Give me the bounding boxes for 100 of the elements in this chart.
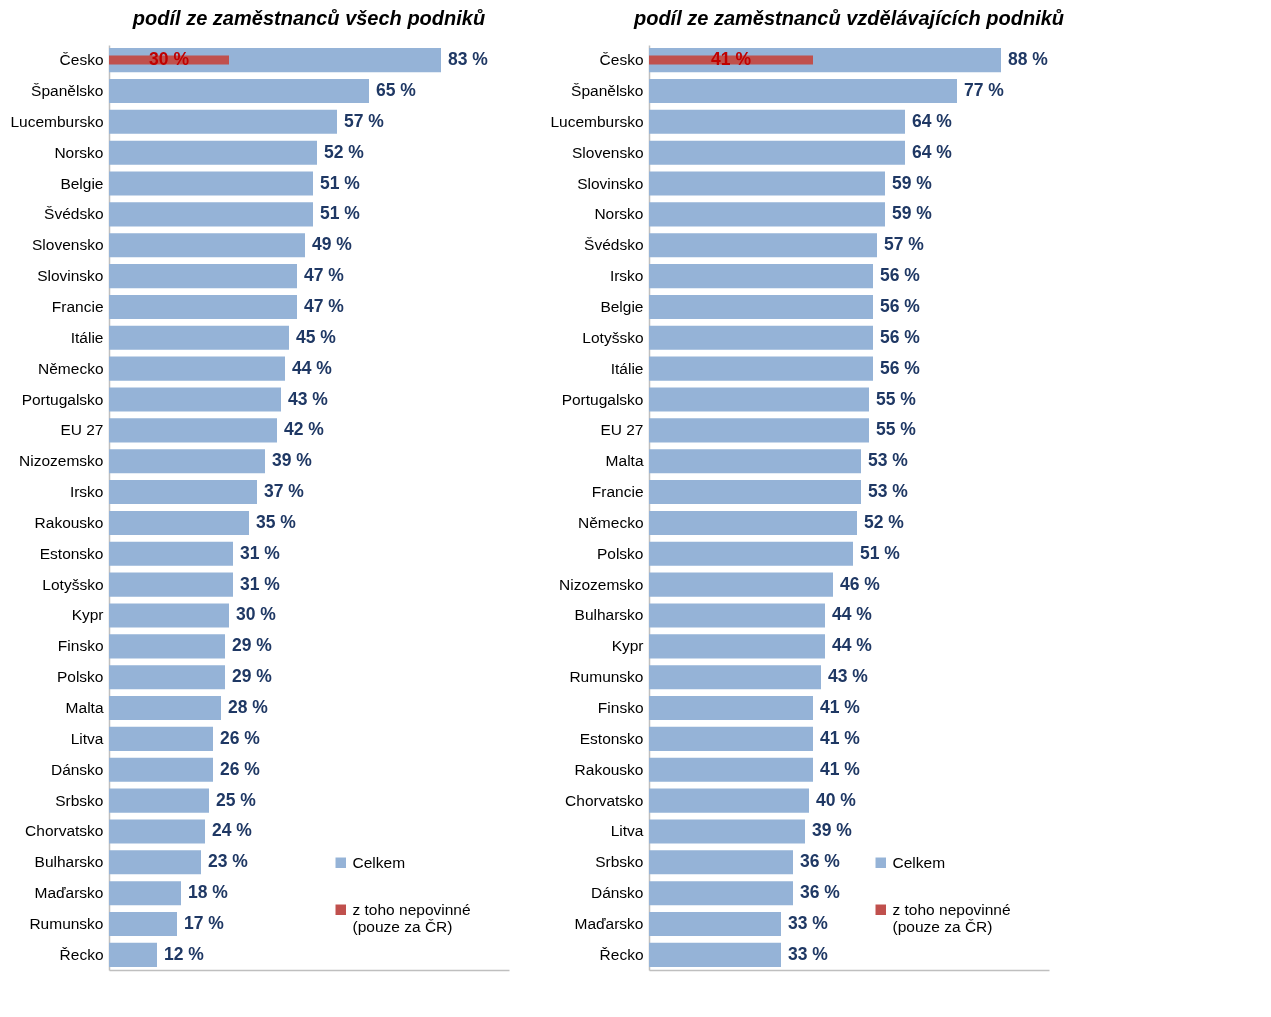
data-label: 55 % — [876, 419, 917, 440]
y-tick-label: Slovinsko — [37, 267, 104, 285]
y-tick-label: Finsko — [597, 699, 644, 717]
data-label: 39 % — [812, 820, 853, 841]
data-label: 40 % — [816, 789, 857, 810]
bar — [109, 449, 265, 474]
bar — [649, 264, 873, 289]
bar — [649, 788, 809, 813]
bar — [109, 294, 297, 319]
y-tick-label: Francie — [591, 483, 644, 501]
data-label: 44 % — [832, 604, 873, 625]
data-label: 88 % — [1008, 49, 1049, 70]
legend-label: z toho nepovinné (pouze za ČR) — [892, 900, 1011, 936]
data-label: 23 % — [208, 851, 249, 872]
data-label: 41 % — [820, 758, 861, 779]
data-label: 36 % — [800, 882, 841, 903]
data-label: 51 % — [860, 542, 901, 563]
y-tick-label: Itálie — [610, 359, 644, 377]
y-tick-label: Chorvatsko — [565, 791, 644, 809]
bar — [649, 387, 869, 412]
bar — [109, 356, 285, 381]
y-tick-label: Lucembursko — [10, 112, 104, 130]
bar — [649, 819, 805, 844]
data-label: 57 % — [344, 110, 385, 131]
bar — [649, 881, 793, 906]
bar — [649, 480, 861, 505]
data-label: 39 % — [272, 450, 313, 471]
y-tick-label: Norsko — [54, 143, 104, 161]
bar — [649, 696, 813, 721]
bar — [649, 850, 793, 875]
bar — [649, 572, 833, 597]
bar — [649, 140, 905, 165]
data-label: 17 % — [184, 913, 225, 934]
bar — [649, 356, 873, 381]
bar — [109, 634, 225, 659]
data-label: 37 % — [264, 481, 305, 502]
y-tick-label: Bulharsko — [574, 606, 644, 624]
bar — [649, 78, 957, 104]
y-tick-label: Španělsko — [571, 81, 644, 99]
data-label: 51 % — [320, 172, 361, 193]
y-tick-label: Řecko — [599, 945, 644, 963]
y-tick-label: Srbsko — [55, 791, 104, 809]
data-label: 42 % — [284, 419, 325, 440]
y-tick-label: Estonsko — [579, 729, 644, 747]
bar — [649, 942, 781, 967]
data-label: 12 % — [164, 943, 205, 964]
data-label: 35 % — [256, 511, 297, 532]
y-tick-label: Švédsko — [584, 236, 644, 254]
data-label: 33 % — [788, 943, 829, 964]
y-tick-label: Španělsko — [31, 81, 104, 99]
y-tick-label: Rakousko — [34, 513, 104, 531]
bar — [109, 140, 317, 165]
y-tick-label: Portugalsko — [561, 390, 644, 408]
bar — [109, 78, 369, 104]
y-tick-label: Polsko — [596, 544, 644, 562]
bar — [649, 603, 825, 628]
y-tick-label: Lotyšsko — [582, 328, 644, 346]
bar — [649, 294, 873, 319]
bar — [649, 665, 821, 690]
data-label: 56 % — [880, 295, 921, 316]
data-label: 56 % — [880, 265, 921, 286]
data-label: 44 % — [292, 357, 333, 378]
y-tick-label: Francie — [51, 297, 104, 315]
bar — [109, 572, 233, 597]
chart-title: podíl ze zaměstnanců všech podniků — [131, 7, 486, 29]
data-label: 53 % — [868, 450, 909, 471]
bar — [649, 510, 857, 535]
bar — [649, 171, 885, 196]
data-label: 26 % — [220, 727, 261, 748]
data-label: 64 % — [912, 110, 953, 131]
y-tick-label: Irsko — [609, 267, 644, 285]
y-tick-label: Belgie — [60, 174, 104, 192]
bar — [109, 788, 209, 813]
bar — [109, 510, 249, 535]
bar — [109, 696, 221, 721]
data-label: 49 % — [312, 234, 353, 255]
y-tick-label: Rakousko — [574, 760, 644, 778]
bar — [649, 233, 877, 258]
bar — [109, 264, 297, 289]
y-tick-label: Maďarsko — [34, 884, 104, 902]
bar — [649, 541, 853, 566]
y-tick-label: Chorvatsko — [25, 822, 104, 840]
data-label: 31 % — [240, 573, 281, 594]
data-label: 53 % — [868, 481, 909, 502]
bar — [649, 109, 905, 134]
y-tick-label: Malta — [65, 699, 104, 717]
y-tick-label: Itálie — [70, 328, 104, 346]
bar — [109, 202, 313, 227]
y-tick-label: Česko — [59, 51, 104, 69]
data-label: 36 % — [800, 851, 841, 872]
data-label: 44 % — [832, 635, 873, 656]
y-tick-label: Česko — [599, 51, 644, 69]
chart-title: podíl ze zaměstnanců vzdělávajících podniků — [632, 7, 1065, 29]
bar — [109, 881, 181, 906]
data-label: 43 % — [288, 388, 329, 409]
bar — [109, 480, 257, 505]
data-label: 65 % — [376, 79, 417, 100]
bar — [109, 171, 313, 196]
y-tick-label: Německo — [578, 513, 644, 531]
y-tick-label: Slovensko — [31, 236, 104, 254]
